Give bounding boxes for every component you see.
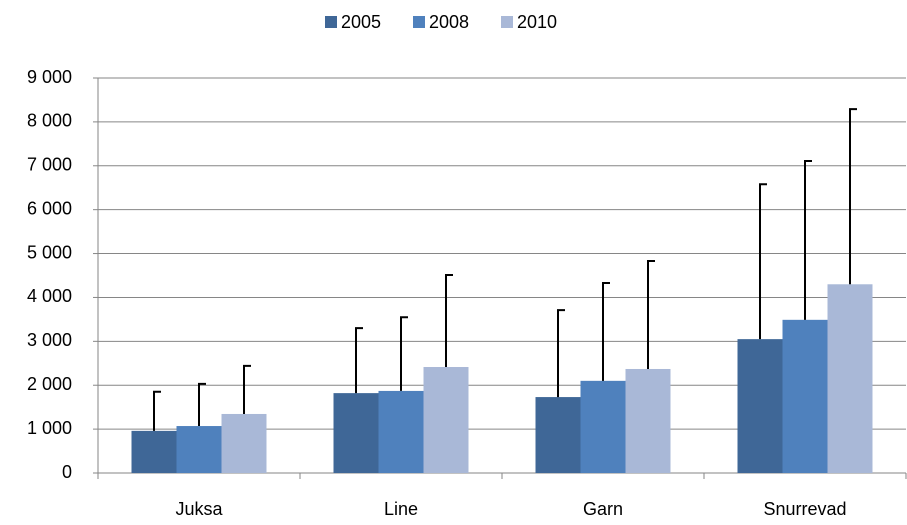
error-bar xyxy=(153,390,161,431)
bar xyxy=(737,339,783,473)
legend-label: 2010 xyxy=(517,12,557,32)
bar xyxy=(580,380,626,473)
y-tick-label: 7 000 xyxy=(27,155,72,175)
error-bar xyxy=(355,327,363,394)
x-tick-label: Line xyxy=(384,499,418,519)
bar xyxy=(535,397,581,473)
bar xyxy=(423,367,469,473)
x-tick-label: Garn xyxy=(583,499,623,519)
legend-label: 2008 xyxy=(429,12,469,32)
legend-swatch xyxy=(501,16,513,28)
error-bar xyxy=(759,183,767,340)
y-tick-label: 8 000 xyxy=(27,111,72,131)
y-tick-label: 2 000 xyxy=(27,374,72,394)
error-bar xyxy=(400,316,408,391)
bar xyxy=(333,393,379,473)
y-tick-label: 0 xyxy=(62,462,72,482)
error-bar xyxy=(804,159,812,320)
bar xyxy=(131,430,177,473)
bar xyxy=(827,284,873,473)
bar xyxy=(176,426,222,473)
y-tick-label: 6 000 xyxy=(27,198,72,218)
legend-swatch xyxy=(413,16,425,28)
error-bar xyxy=(647,260,655,369)
x-tick-label: Juksa xyxy=(175,499,223,519)
bar xyxy=(782,319,828,473)
error-bar xyxy=(602,281,610,381)
y-tick-label: 1 000 xyxy=(27,418,72,438)
legend-swatch xyxy=(325,16,337,28)
error-bar xyxy=(198,382,206,427)
y-tick-label: 4 000 xyxy=(27,286,72,306)
error-bar xyxy=(557,309,565,398)
x-tick-label: Snurrevad xyxy=(763,499,846,519)
legend-label: 2005 xyxy=(341,12,381,32)
y-tick-label: 3 000 xyxy=(27,330,72,350)
y-tick-label: 5 000 xyxy=(27,242,72,262)
y-tick-label: 9 000 xyxy=(27,67,72,87)
error-bar xyxy=(445,274,453,368)
bar xyxy=(221,413,267,473)
bar xyxy=(625,368,671,473)
error-bar xyxy=(849,108,857,285)
error-bar xyxy=(243,364,251,414)
bar xyxy=(378,390,424,473)
